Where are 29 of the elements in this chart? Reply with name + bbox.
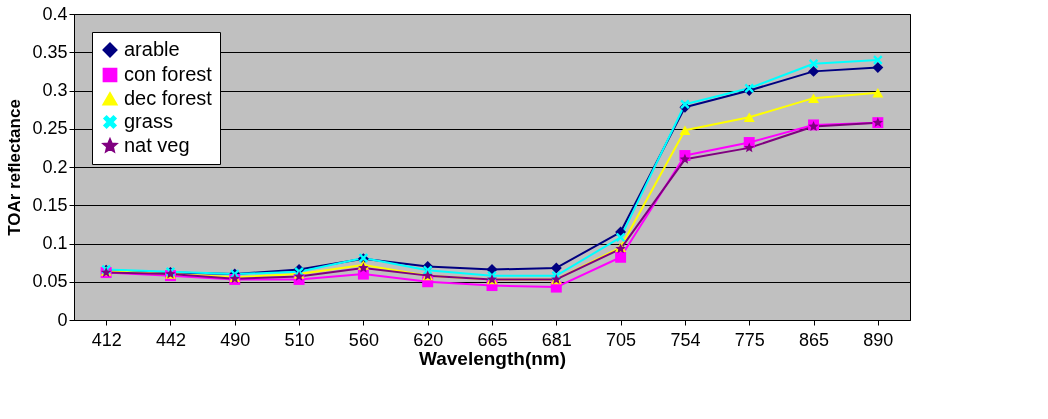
x-tick-label: 620 [413, 329, 444, 350]
y-tick-label: 0.15 [32, 194, 68, 215]
x-tick-label: 754 [670, 329, 701, 350]
y-tick-label: 0.05 [32, 271, 68, 292]
y-tick-label: 0 [57, 309, 68, 330]
x-tick-label: 865 [799, 329, 830, 350]
legend-label: nat veg [124, 134, 190, 156]
y-tick-label: 0.25 [32, 118, 68, 139]
x-tick-label: 412 [91, 329, 122, 350]
x-tick-label: 775 [734, 329, 765, 350]
legend-label: grass [124, 110, 173, 132]
y-tick-label: 0.1 [42, 233, 68, 253]
x-axis-title: Wavelength(nm) [418, 347, 567, 369]
x-tick-label: 890 [863, 329, 894, 350]
legend-label: con forest [124, 63, 213, 85]
x-tick-label: 490 [220, 329, 251, 350]
x-tick-label: 442 [155, 329, 186, 350]
legend-label: dec forest [124, 87, 213, 109]
legend-label: arable [124, 38, 180, 60]
x-tick-label: 560 [348, 329, 379, 350]
y-axis-title: TOAr reflectance [5, 99, 25, 236]
x-tick-label: 510 [284, 329, 315, 350]
y-tick-label: 0.3 [42, 80, 68, 100]
y-tick-label: 0.4 [42, 3, 68, 24]
y-tick-label: 0.35 [32, 41, 68, 62]
x-tick-label: 681 [541, 329, 572, 350]
x-tick-label: 665 [477, 329, 508, 350]
y-tick-label: 0.2 [42, 156, 68, 177]
x-tick-label: 705 [606, 329, 637, 350]
